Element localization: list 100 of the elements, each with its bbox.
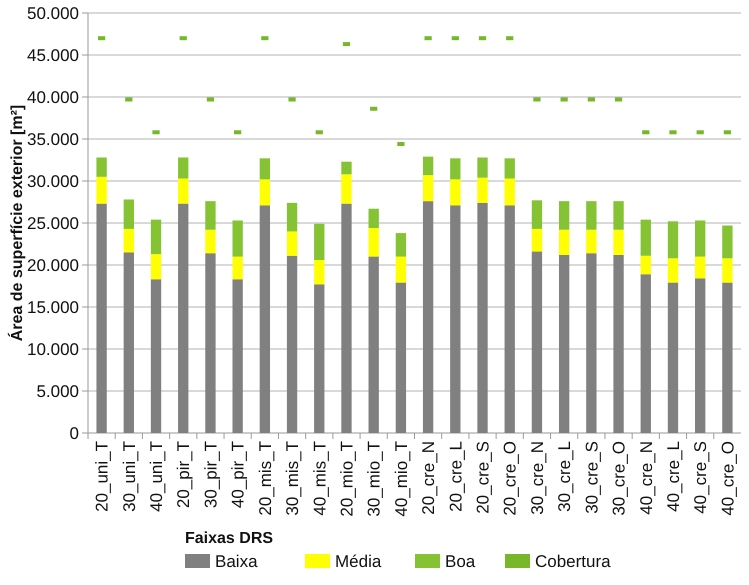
bar	[150, 279, 162, 433]
bar	[668, 258, 678, 283]
bar	[695, 278, 706, 433]
bar	[205, 253, 216, 433]
y-tick-label: 35.000	[27, 130, 79, 149]
x-tick-label: 20_pir_T	[174, 441, 194, 508]
bar	[450, 158, 460, 180]
legend-label: Boa	[445, 552, 476, 571]
bar	[613, 254, 624, 433]
bar	[586, 230, 597, 254]
bar	[450, 179, 460, 206]
x-tick-label: 30_cre_L	[555, 441, 574, 512]
x-tick-label: 40_mio_T	[392, 441, 411, 517]
bar	[613, 201, 624, 230]
x-tick-label: 20_cre_O	[500, 441, 520, 516]
bar	[260, 205, 270, 433]
x-tick-label: 40_mis_T	[310, 441, 330, 516]
bar	[341, 174, 352, 204]
bar	[124, 228, 134, 252]
y-axis-title: Área de superfície exterior [m²]	[7, 104, 26, 342]
y-tick-label: 45.000	[27, 46, 79, 65]
bar	[504, 205, 515, 433]
bar	[178, 157, 188, 178]
bar	[668, 221, 678, 258]
bar	[341, 204, 352, 433]
bar	[96, 204, 107, 433]
bar	[96, 157, 107, 177]
legend-label: Média	[335, 552, 382, 571]
legend-label: Baixa	[215, 552, 258, 571]
bar	[314, 224, 324, 260]
bar	[314, 260, 324, 284]
bar	[396, 256, 406, 283]
x-tick-label: 20_mio_T	[337, 441, 356, 517]
bar	[368, 256, 379, 433]
bar	[396, 282, 406, 433]
bar	[450, 205, 460, 433]
x-tick-label: 20_cre_S	[474, 441, 493, 514]
bar	[150, 220, 162, 254]
bar	[722, 258, 733, 283]
x-tick-label: 20_uni_T	[92, 441, 112, 512]
bar	[232, 256, 243, 280]
bar	[504, 178, 515, 206]
bar	[96, 176, 107, 204]
x-tick-label: 20_cre_N	[419, 441, 438, 515]
x-tick-label: 40_cre_S	[691, 441, 710, 514]
bar	[477, 157, 488, 178]
bar	[695, 256, 706, 278]
bar	[368, 228, 379, 257]
bar	[178, 204, 188, 433]
bar	[532, 200, 542, 229]
bar	[286, 256, 298, 433]
y-tick-label: 10.000	[27, 340, 79, 359]
bar	[613, 230, 624, 255]
legend-title: Faixas DRS	[185, 530, 274, 547]
bar	[640, 220, 651, 256]
x-tick-label: 20_cre_L	[446, 441, 466, 512]
y-tick-label: 40.000	[27, 88, 79, 107]
x-tick-label: 20_mis_T	[256, 441, 275, 516]
bar	[260, 179, 270, 206]
x-tick-label: 40_cre_N	[636, 441, 656, 515]
bar	[695, 220, 706, 257]
x-tick-label: 30_mio_T	[364, 441, 384, 517]
x-tick-label: 40_cre_L	[664, 441, 683, 512]
bar	[532, 228, 542, 252]
bar	[286, 202, 298, 232]
x-tick-label: 30_uni_T	[120, 441, 139, 512]
legend-label: Cobertura	[535, 552, 612, 571]
bar	[124, 252, 134, 433]
bar	[586, 253, 597, 433]
bar	[558, 201, 570, 230]
bar	[124, 199, 134, 229]
bar	[232, 279, 243, 433]
bar	[422, 156, 434, 176]
bar	[722, 282, 733, 433]
bar	[150, 254, 162, 280]
y-tick-label: 15.000	[27, 298, 79, 317]
bar	[232, 220, 243, 257]
y-tick-label: 30.000	[27, 172, 79, 191]
bar	[314, 284, 324, 433]
y-tick-label: 50.000	[27, 4, 79, 23]
x-tick-label: 40_uni_T	[147, 441, 166, 512]
x-tick-label: 40_pir_T	[228, 441, 248, 508]
bar	[178, 178, 188, 204]
bar	[586, 201, 597, 230]
bar	[286, 231, 298, 256]
bar	[558, 230, 570, 255]
bar	[396, 233, 406, 257]
bar	[477, 202, 488, 433]
y-tick-label: 5.000	[36, 382, 79, 401]
x-tick-label: 30_pir_T	[201, 441, 220, 508]
bar	[422, 175, 434, 202]
x-tick-label: 30_cre_O	[610, 441, 629, 516]
bar	[341, 162, 352, 174]
bar	[640, 256, 651, 274]
bar	[722, 226, 733, 258]
bar	[205, 201, 216, 230]
bar	[205, 230, 216, 254]
bar	[422, 201, 434, 433]
x-tick-label: 30_cre_S	[582, 441, 602, 514]
x-tick-label: 40_cre_O	[718, 441, 738, 516]
